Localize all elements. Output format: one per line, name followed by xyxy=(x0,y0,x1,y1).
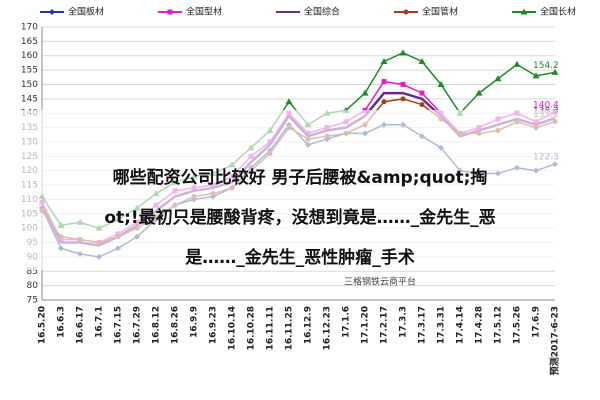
marker xyxy=(285,98,293,105)
x-tick-label: 16.11.25 xyxy=(285,306,295,350)
marker xyxy=(361,89,369,96)
y-tick-label: 150 xyxy=(21,80,38,90)
x-tick-label: 17.4.14 xyxy=(456,306,466,344)
x-tick-label: 17.4.28 xyxy=(475,306,485,344)
marker xyxy=(419,90,425,96)
x-tick-label: 17.3.31 xyxy=(437,306,447,344)
legend-label: 全国型材 xyxy=(186,6,222,18)
x-tick-label: 17.5.26 xyxy=(513,306,523,344)
y-tick-label: 170 xyxy=(21,23,38,33)
x-tick-label: 16.7.29 xyxy=(133,306,143,344)
marker xyxy=(400,96,406,102)
marker xyxy=(520,8,528,15)
banner-bg xyxy=(0,110,600,270)
x-tick-label: 16.6.3 xyxy=(57,306,67,338)
marker xyxy=(513,60,521,67)
x-tick-label: 17.3.17 xyxy=(418,306,428,344)
banner-text: ot;!最初只是腰酸背疼，没想到竟是……_金先生_恶 xyxy=(104,207,495,228)
x-tick-label: 16.12.9 xyxy=(304,306,314,344)
x-tick-label: 17.5.12 xyxy=(494,306,504,344)
marker xyxy=(381,79,387,85)
marker xyxy=(419,102,425,108)
x-tick-label: 17.1.6 xyxy=(342,306,352,338)
marker xyxy=(49,9,55,15)
y-tick-label: 75 xyxy=(27,296,38,306)
x-tick-label: 16.11.11 xyxy=(266,306,276,350)
legend-label: 全国长材 xyxy=(540,6,576,18)
watermark: 三格钢铁云商平台 xyxy=(344,276,416,288)
marker xyxy=(437,80,445,87)
y-tick-label: 155 xyxy=(21,66,38,76)
x-tick-label: 16.9.23 xyxy=(209,306,219,344)
x-tick-label: 16.5.20 xyxy=(38,306,48,344)
marker xyxy=(403,9,409,15)
legend-label: 全国综合 xyxy=(304,6,340,18)
x-tick-label: 17.2.17 xyxy=(380,306,390,344)
end-value-label: 154.2 xyxy=(533,61,559,71)
x-tick-label: 16.7.15 xyxy=(114,306,124,344)
marker xyxy=(494,75,502,82)
y-tick-label: 160 xyxy=(21,51,38,61)
marker xyxy=(400,81,406,87)
x-tick-label: 16.6.17 xyxy=(76,306,86,344)
legend-label: 全国板材 xyxy=(68,6,104,18)
x-tick-label: 预测2017-6-23 xyxy=(549,306,561,375)
x-tick-label: 16.8.12 xyxy=(152,306,162,344)
y-tick-label: 80 xyxy=(27,281,39,291)
y-tick-label: 165 xyxy=(21,37,38,47)
x-tick-label: 16.10.28 xyxy=(247,306,257,350)
y-tick-label: 145 xyxy=(21,94,38,104)
x-tick-label: 16.12.23 xyxy=(323,306,333,350)
x-tick-label: 17.3.3 xyxy=(399,306,409,338)
end-value-label: 140.4 xyxy=(533,101,559,111)
legend-label: 全国管材 xyxy=(422,6,458,18)
x-tick-label: 16.7.1 xyxy=(95,306,105,338)
marker xyxy=(475,89,483,96)
x-tick-label: 16.9.9 xyxy=(190,306,200,338)
x-tick-label: 16.10.14 xyxy=(228,306,238,350)
x-tick-label: 17.6.9 xyxy=(532,306,542,338)
marker xyxy=(532,72,540,79)
marker xyxy=(418,57,426,64)
x-tick-label: 16.8.26 xyxy=(171,306,181,344)
banner-text: 是……_金先生_恶性肿瘤_手术 xyxy=(185,247,415,268)
marker xyxy=(167,9,173,15)
marker xyxy=(381,99,387,105)
marker xyxy=(399,49,407,56)
marker xyxy=(551,68,559,75)
x-tick-label: 17.1.20 xyxy=(361,306,371,344)
banner-text: 哪些配资公司比较好 男子后腰被&amp;quot;掏 xyxy=(113,167,488,188)
y-tick-label: 85 xyxy=(27,267,38,277)
marker xyxy=(380,57,388,64)
